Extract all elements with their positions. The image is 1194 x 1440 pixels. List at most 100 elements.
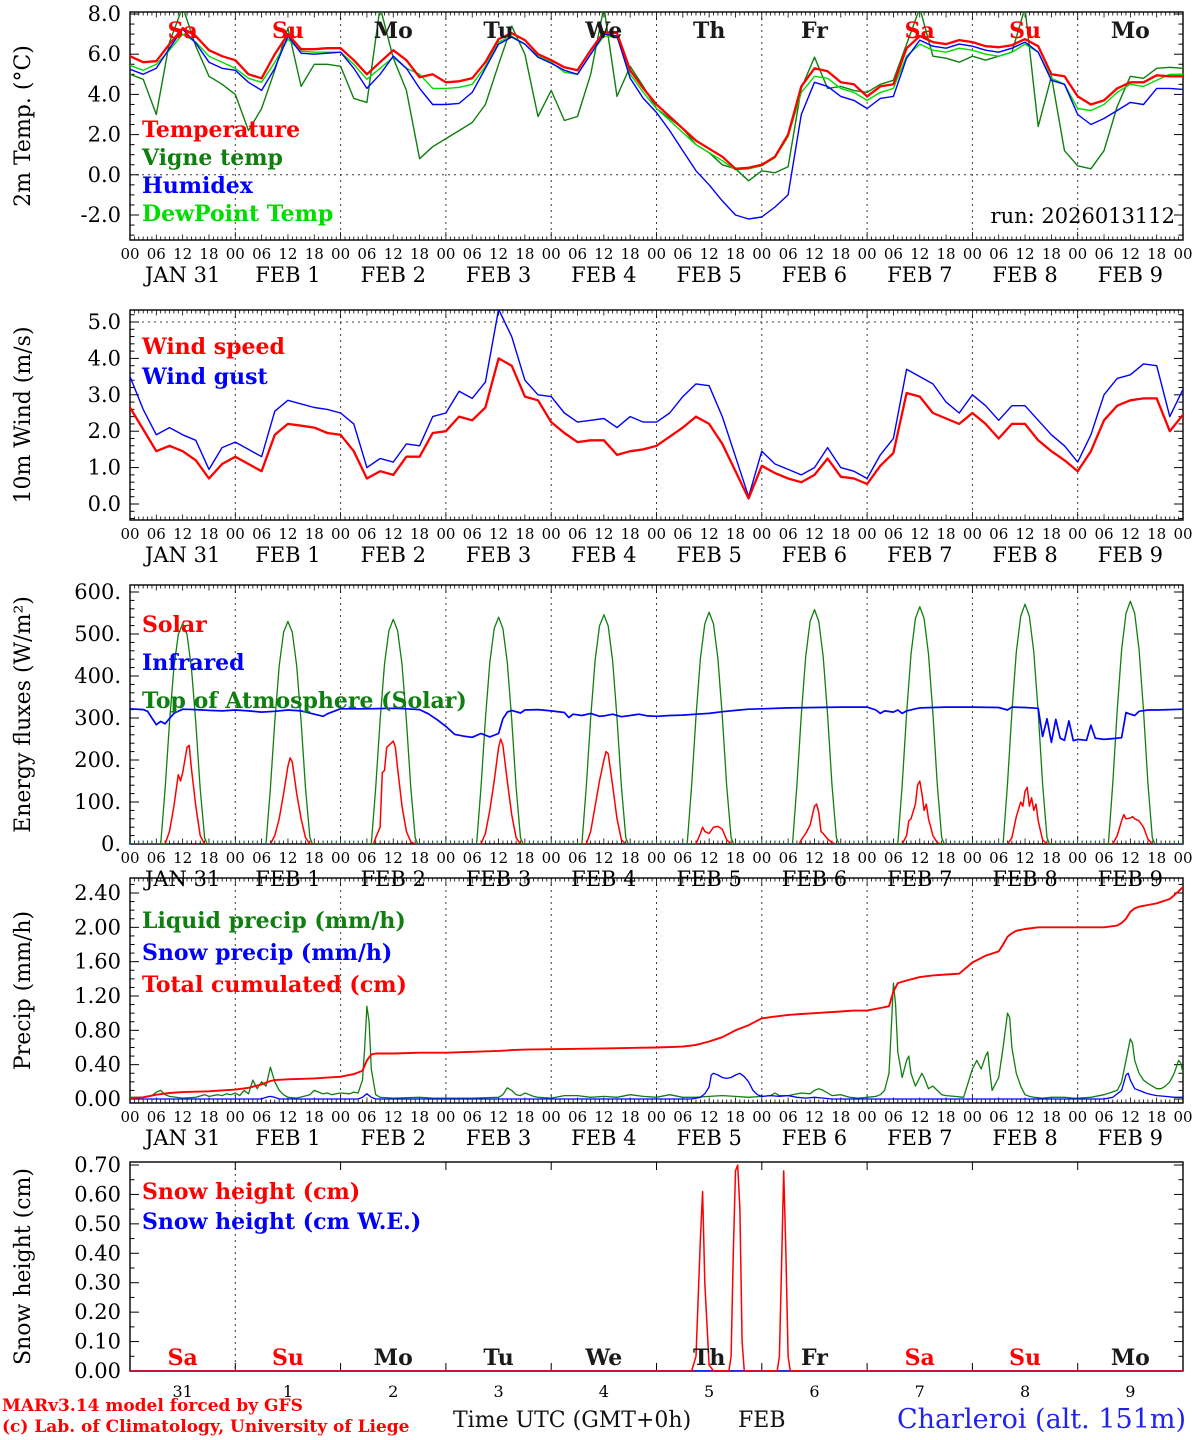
- xtick-hour-label: 06: [884, 1108, 903, 1126]
- legend-item: Snow height (cm): [142, 1179, 360, 1205]
- xtick-hour-label: 12: [489, 525, 508, 543]
- xtick-hour-label: 00: [752, 525, 771, 543]
- xtick-hour-label: 00: [1068, 1108, 1087, 1126]
- xtick-daynumber-label: 3: [493, 1382, 503, 1401]
- xtick-daynumber-label: 9: [1125, 1382, 1135, 1401]
- xtick-hour-label: 18: [1147, 849, 1166, 867]
- panel-snow-height: 0.70 0.60 0.50 0.40 0.30 0.20 0.10 0.00 Snow hei…: [11, 1153, 1184, 1401]
- xtick-daynumber-label: 4: [599, 1382, 609, 1401]
- xtick-hour-label: 06: [989, 245, 1008, 263]
- xtick-hour-label: 06: [252, 525, 271, 543]
- xtick-hour-label: 12: [910, 1108, 929, 1126]
- ytick-label: 8.0: [88, 2, 121, 26]
- xtick-hour-label: 00: [542, 245, 561, 263]
- xtick-hour-label: 18: [937, 849, 956, 867]
- xtick-day-label: JAN 31: [143, 543, 220, 567]
- xtick-hour-label: 00: [963, 525, 982, 543]
- xtick-hour-label: 12: [700, 525, 719, 543]
- xtick-hour-label: 12: [1121, 849, 1140, 867]
- xtick-day-label: FEB 5: [676, 263, 741, 287]
- xtick-day-label: FEB 9: [1098, 543, 1163, 567]
- xtick-hour-label: 12: [805, 245, 824, 263]
- legend-item: Wind gust: [141, 364, 268, 390]
- ytick-label: 2.0: [88, 123, 121, 147]
- xtick-hour-label: 12: [489, 245, 508, 263]
- day-name-label: We: [584, 18, 622, 44]
- xtick-hour-label: 00: [858, 1108, 877, 1126]
- ytick-label: 0.10: [74, 1330, 121, 1354]
- xtick-hour-label: 12: [489, 849, 508, 867]
- day-name-label: Su: [1009, 18, 1041, 44]
- xtick-hour-label: 18: [515, 1108, 534, 1126]
- series-snow-height-cm-: [130, 1164, 1183, 1371]
- series-wind-speed: [130, 357, 1183, 500]
- xtick-hour-label: 00: [436, 849, 455, 867]
- ytick-label: 2.40: [74, 881, 121, 905]
- xtick-hour-label: 12: [489, 1108, 508, 1126]
- day-name-label: Fr: [801, 1345, 828, 1371]
- xtick-hour-label: 18: [305, 245, 324, 263]
- series-temperature: [130, 26, 1183, 170]
- ytick-label: 0.30: [74, 1271, 121, 1295]
- xtick-day-label: FEB 8: [992, 263, 1057, 287]
- legend-item: Solar: [142, 612, 207, 638]
- xtick-hour-label: 06: [779, 1108, 798, 1126]
- xtick-day-label: FEB 7: [887, 543, 952, 567]
- xtick-hour-label: 12: [700, 1108, 719, 1126]
- xtick-daynumber-label: 5: [704, 1382, 714, 1401]
- xtick-hour-label: 06: [357, 849, 376, 867]
- run-label: run: 2026013112: [991, 204, 1175, 228]
- xtick-day-label: FEB 1: [255, 543, 320, 567]
- day-name-label: Mo: [1111, 1345, 1150, 1371]
- xtick-hour-label: 12: [1016, 245, 1035, 263]
- xtick-daynumber-label: 1: [283, 1382, 293, 1401]
- y-axis-title: Precip (mm/h): [11, 911, 36, 1070]
- ytick-label: 0.0: [88, 492, 121, 516]
- xtick-hour-label: 00: [858, 245, 877, 263]
- series-total-cumulated-cm-: [130, 886, 1183, 1100]
- xtick-hour-label: 18: [1042, 525, 1061, 543]
- xtick-hour-label: 06: [252, 245, 271, 263]
- xtick-hour-label: 18: [621, 849, 640, 867]
- ytick-label: 3.0: [88, 383, 121, 407]
- xtick-hour-label: 12: [594, 245, 613, 263]
- y-axis-title: Energy fluxes (W/m²): [11, 596, 36, 833]
- ytick-label: 0.40: [74, 1241, 121, 1265]
- xtick-hour-label: 18: [1042, 245, 1061, 263]
- legend-item: DewPoint Temp: [142, 201, 333, 227]
- ytick-label: 0.: [101, 832, 121, 856]
- series-liquid-precip-mm-h-: [130, 982, 1183, 1099]
- day-name-label: Tu: [483, 18, 513, 44]
- xtick-hour-label: 00: [647, 525, 666, 543]
- xtick-hour-label: 00: [1068, 245, 1087, 263]
- xtick-hour-label: 00: [647, 245, 666, 263]
- xtick-hour-label: 12: [278, 245, 297, 263]
- xtick-hour-label: 12: [910, 525, 929, 543]
- xtick-hour-label: 18: [515, 525, 534, 543]
- xtick-hour-label: 00: [858, 525, 877, 543]
- ytick-label: 0.60: [74, 1182, 121, 1206]
- legend-item: Liquid precip (mm/h): [142, 908, 406, 934]
- xtick-hour-label: 18: [199, 1108, 218, 1126]
- xtick-hour-label: 00: [542, 1108, 561, 1126]
- xtick-hour-label: 18: [1147, 245, 1166, 263]
- xtick-day-label: FEB 8: [992, 1126, 1057, 1150]
- day-name-label: Su: [272, 18, 304, 44]
- xtick-hour-label: 06: [147, 525, 166, 543]
- xtick-hour-label: 00: [647, 849, 666, 867]
- xtick-hour-label: 00: [542, 525, 561, 543]
- panel-wind: 5.0 4.0 3.0 2.0 1.0 0.0 10m Wind (m/s) Wind spe…: [11, 309, 1193, 567]
- xtick-hour-label: 12: [700, 245, 719, 263]
- xtick-hour-label: 18: [199, 525, 218, 543]
- xtick-hour-label: 12: [278, 525, 297, 543]
- legend-item: Humidex: [142, 173, 254, 199]
- ytick-label: 2.00: [74, 915, 121, 939]
- xtick-hour-label: 06: [673, 245, 692, 263]
- ytick-label: 4.0: [88, 346, 121, 370]
- series-dewpoint-temp: [130, 33, 1183, 171]
- ytick-label: 0.50: [74, 1212, 121, 1236]
- xtick-hour-label: 18: [726, 849, 745, 867]
- xtick-hour-label: 18: [726, 525, 745, 543]
- xtick-hour-label: 12: [384, 849, 403, 867]
